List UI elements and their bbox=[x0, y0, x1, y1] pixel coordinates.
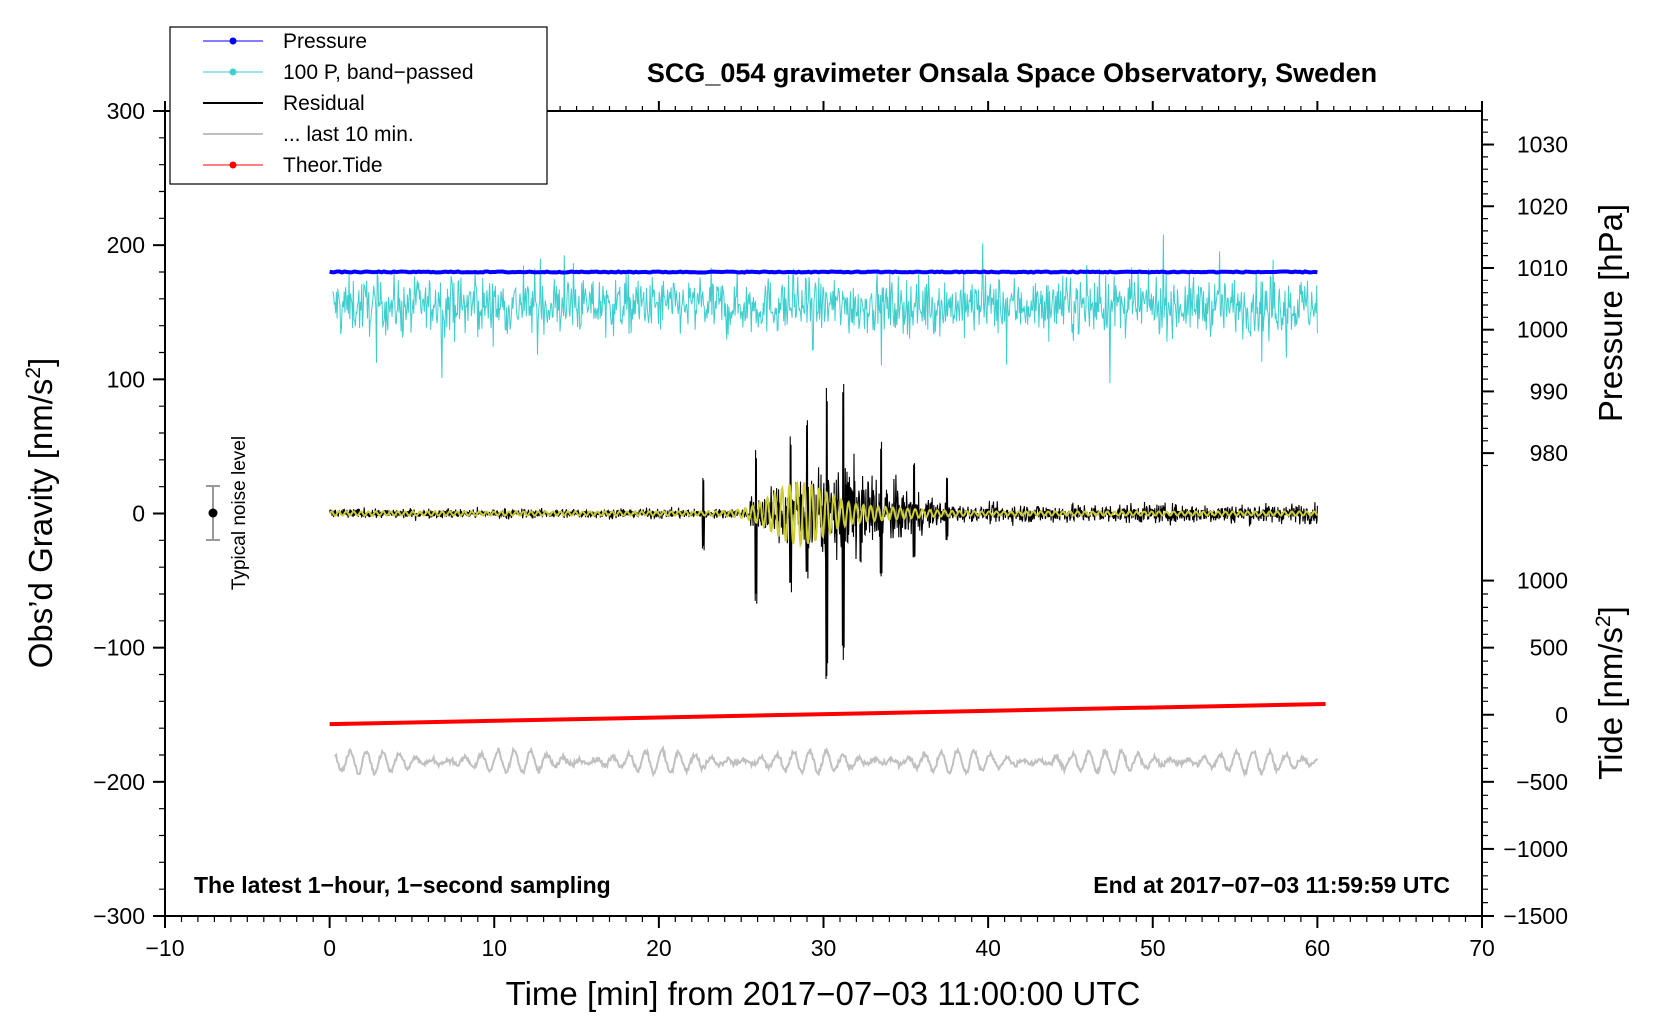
legend-label: ... last 10 min. bbox=[283, 123, 414, 146]
y-left-tick-label: 200 bbox=[107, 232, 145, 258]
legend-label: Pressure bbox=[283, 30, 367, 53]
series-band-passed-pressure bbox=[332, 234, 1318, 384]
legend-marker bbox=[229, 161, 237, 169]
y-left-axis-ticks: −300 −200 −100 0 100 200 300 bbox=[93, 98, 165, 929]
tide-axis-label-close: ] bbox=[1592, 606, 1629, 615]
legend: Pressure 100 P, band−passed Residual ... la… bbox=[169, 26, 548, 185]
y-left-tick-label: −200 bbox=[93, 769, 145, 795]
pressure-axis-label: Pressure [hPa] bbox=[1592, 204, 1629, 422]
legend-entries: Pressure 100 P, band−passed Residual ... la… bbox=[203, 30, 474, 177]
pressure-tick-label: 1030 bbox=[1517, 132, 1568, 158]
y-left-axis-label-sup: 2 bbox=[22, 367, 45, 379]
noise-level-indicator: Typical noise level bbox=[206, 436, 250, 590]
noise-level-point bbox=[208, 508, 218, 518]
legend-marker bbox=[229, 37, 237, 45]
tide-tick-label: −1000 bbox=[1503, 836, 1568, 862]
noise-level-label: Typical noise level bbox=[229, 436, 250, 590]
x-tick-label: 30 bbox=[811, 935, 837, 961]
tide-axis-label: Tide [nm/s2] bbox=[1592, 606, 1629, 780]
y-left-tick-label: −300 bbox=[93, 903, 145, 929]
x-tick-label: 60 bbox=[1305, 935, 1331, 961]
x-tick-label: 50 bbox=[1140, 935, 1166, 961]
series-theoretical-tide bbox=[329, 702, 1326, 727]
tide-tick-label: 500 bbox=[1530, 635, 1568, 661]
footer-right: End at 2017−07−03 11:59:59 UTC bbox=[1093, 872, 1450, 898]
y-left-tick-label: −100 bbox=[93, 635, 145, 661]
pressure-tick-label: 1010 bbox=[1517, 255, 1568, 281]
x-tick-label: −10 bbox=[145, 935, 184, 961]
tide-axis-label-sup: 2 bbox=[1592, 615, 1615, 627]
tide-tick-label: 1000 bbox=[1517, 568, 1568, 594]
series-last-10-min bbox=[334, 745, 1319, 778]
legend-box bbox=[169, 26, 548, 185]
x-tick-label: 0 bbox=[323, 935, 336, 961]
tide-tick-label: 0 bbox=[1555, 702, 1568, 728]
tide-tick-label: −1500 bbox=[1503, 903, 1568, 929]
y-left-axis-label-close: ] bbox=[22, 358, 59, 367]
pressure-tick-label: 990 bbox=[1530, 378, 1568, 404]
y-left-axis-label: Obs’d Gravity [nm/s2] bbox=[22, 358, 59, 669]
x-axis-label: Time [min] from 2017−07−03 11:00:00 UTC bbox=[506, 975, 1141, 1012]
pressure-tick-label: 1000 bbox=[1517, 317, 1568, 343]
x-axis-ticks: −10 0 10 20 30 40 50 60 70 bbox=[145, 101, 1495, 961]
x-tick-label: 10 bbox=[481, 935, 507, 961]
series-layer bbox=[328, 234, 1326, 778]
pressure-tick-label: 980 bbox=[1530, 440, 1568, 466]
series-pressure bbox=[329, 269, 1318, 275]
y-left-axis-label-main: Obs’d Gravity [nm/s bbox=[22, 379, 59, 669]
series-filtered-residual bbox=[328, 480, 1319, 549]
pressure-axis-ticks: 980 990 1000 1010 1020 1030 bbox=[1482, 132, 1568, 466]
y-left-tick-label: 300 bbox=[107, 98, 145, 124]
legend-label: Residual bbox=[283, 92, 365, 115]
y-left-tick-label: 100 bbox=[107, 366, 145, 392]
x-tick-label: 70 bbox=[1469, 935, 1495, 961]
tide-tick-label: −500 bbox=[1516, 769, 1568, 795]
legend-label: Theor.Tide bbox=[283, 154, 383, 177]
legend-marker bbox=[229, 68, 237, 76]
tide-axis-label-main: Tide [nm/s bbox=[1592, 627, 1629, 780]
tide-axis-ticks: −1500 −1000 −500 0 500 1000 bbox=[1482, 568, 1568, 929]
footer-left: The latest 1−hour, 1−second sampling bbox=[194, 872, 611, 898]
x-tick-label: 20 bbox=[646, 935, 672, 961]
legend-label: 100 P, band−passed bbox=[283, 61, 474, 84]
chart-title: SCG_054 gravimeter Onsala Space Observat… bbox=[647, 58, 1377, 88]
y-left-tick-label: 0 bbox=[132, 501, 145, 527]
pressure-tick-label: 1020 bbox=[1517, 193, 1568, 219]
x-tick-label: 40 bbox=[975, 935, 1001, 961]
